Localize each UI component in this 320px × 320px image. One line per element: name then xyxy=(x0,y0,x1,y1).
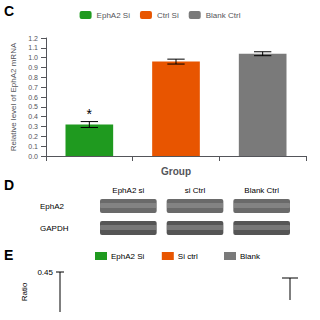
svg-text:Blank Ctrl: Blank Ctrl xyxy=(244,186,279,195)
svg-text:Ctrl Si: Ctrl Si xyxy=(157,11,179,20)
svg-text:Relative level of EphA2 mRNA: Relative level of EphA2 mRNA xyxy=(9,42,18,151)
svg-text:0.7: 0.7 xyxy=(28,84,38,91)
svg-text:Si ctrl: Si ctrl xyxy=(178,252,198,261)
svg-text:1.2: 1.2 xyxy=(28,35,38,42)
svg-text:EphA2 si: EphA2 si xyxy=(112,186,144,195)
svg-text:EphA2: EphA2 xyxy=(40,202,65,211)
svg-text:Group: Group xyxy=(161,166,191,177)
svg-text:0.3: 0.3 xyxy=(28,123,38,130)
svg-text:si Ctrl: si Ctrl xyxy=(185,186,206,195)
svg-text:E: E xyxy=(4,247,13,263)
svg-text:Ratio: Ratio xyxy=(20,282,29,301)
svg-text:0.6: 0.6 xyxy=(28,94,38,101)
svg-text:GAPDH: GAPDH xyxy=(40,224,69,233)
svg-text:0.4: 0.4 xyxy=(28,113,38,120)
svg-text:0.8: 0.8 xyxy=(28,74,38,81)
svg-text:Blank Ctrl: Blank Ctrl xyxy=(206,11,241,20)
svg-text:0.2: 0.2 xyxy=(28,133,38,140)
svg-text:0.9: 0.9 xyxy=(28,64,38,71)
svg-text:EphA2 Si: EphA2 Si xyxy=(111,252,145,261)
svg-text:1.1: 1.1 xyxy=(28,44,38,51)
svg-text:0.45: 0.45 xyxy=(37,268,53,277)
svg-text:D: D xyxy=(4,177,14,193)
svg-text:*: * xyxy=(87,106,93,122)
svg-text:0.5: 0.5 xyxy=(28,103,38,110)
svg-text:C: C xyxy=(4,3,14,19)
svg-text:0.0: 0.0 xyxy=(28,153,38,160)
svg-text:Blank: Blank xyxy=(240,252,261,261)
svg-text:EphA2 Si: EphA2 Si xyxy=(97,11,131,20)
svg-text:1.0: 1.0 xyxy=(28,54,38,61)
svg-text:0.1: 0.1 xyxy=(28,143,38,150)
